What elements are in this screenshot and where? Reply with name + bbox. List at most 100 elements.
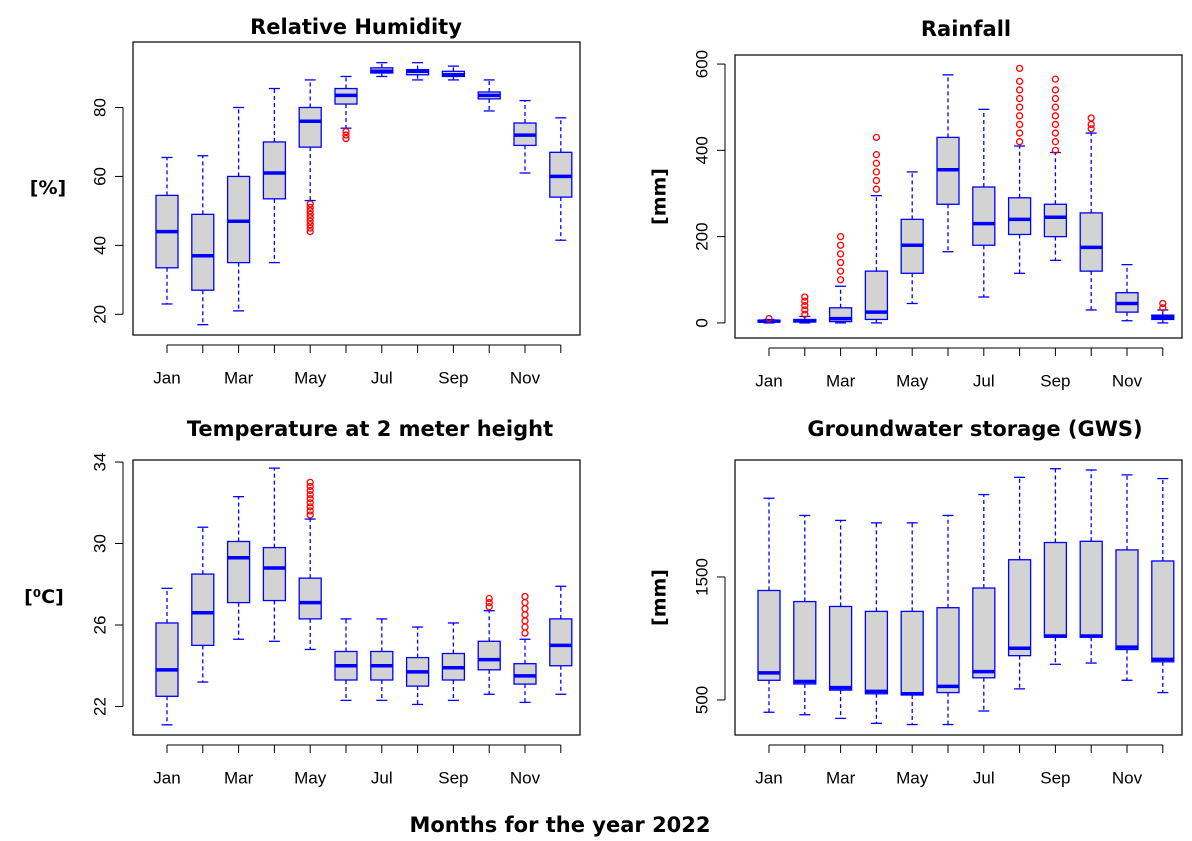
outlier: [306, 227, 314, 236]
outlier: [1087, 125, 1095, 133]
box: [191, 213, 215, 291]
box: [191, 573, 215, 647]
box: [1043, 203, 1068, 238]
y-axis-title: [%]: [30, 177, 66, 199]
outlier: [1051, 120, 1060, 129]
y-axis-title: [⁰C]: [24, 586, 64, 608]
x-tick-label: Nov: [1112, 768, 1143, 787]
outlier: [306, 490, 314, 499]
box: [477, 640, 501, 671]
box: [549, 618, 573, 667]
x-tick-label: Nov: [510, 768, 541, 787]
x-tick-label: Sep: [438, 768, 468, 787]
outlier: [1051, 129, 1060, 137]
outlier: [836, 276, 845, 284]
box: [757, 589, 781, 681]
outlier: [872, 151, 881, 159]
y-tick-label: 40: [90, 236, 109, 255]
chart-title: Temperature at 2 meter height: [187, 417, 553, 441]
outlier: [1015, 86, 1024, 94]
outlier: [1051, 138, 1060, 146]
y-tick-label: 20: [90, 305, 109, 324]
outlier: [836, 250, 845, 258]
outlier: [1051, 112, 1060, 120]
y-tick-label: 26: [90, 616, 109, 635]
chart-title: Groundwater storage (GWS): [807, 417, 1142, 441]
outlier: [306, 207, 314, 215]
box: [262, 546, 287, 602]
outlier: [306, 495, 314, 503]
outlier: [1051, 86, 1060, 94]
outlier: [801, 293, 809, 301]
outlier: [801, 306, 809, 314]
x-tick-label: Jan: [153, 768, 180, 787]
box: [262, 141, 287, 200]
box: [793, 600, 817, 685]
outlier: [1015, 94, 1024, 103]
y-tick-label: 1500: [692, 558, 711, 596]
outlier: [306, 203, 314, 212]
x-tick-label: Jul: [973, 371, 995, 390]
outlier: [306, 217, 314, 225]
box: [936, 607, 960, 694]
box: [828, 605, 853, 691]
outlier: [306, 224, 314, 232]
outlier: [485, 598, 493, 607]
y-axis-title: [mm]: [649, 168, 671, 225]
outlier: [836, 241, 845, 249]
x-tick-label: Jan: [153, 368, 180, 387]
x-tick-label: Jul: [973, 768, 995, 787]
y-axis-title: [mm]: [649, 569, 671, 626]
box: [226, 540, 251, 604]
outlier: [1051, 146, 1060, 154]
outlier: [836, 232, 845, 241]
outlier: [1015, 77, 1024, 85]
x-tick-label: May: [896, 768, 929, 787]
outlier: [306, 214, 314, 222]
x-tick-label: Sep: [1040, 768, 1070, 787]
y-tick-label: 34: [90, 453, 109, 472]
outlier: [836, 258, 845, 267]
outlier: [1051, 94, 1060, 103]
y-tick-label: 30: [90, 534, 109, 553]
outlier: [872, 168, 881, 176]
outlier: [521, 617, 529, 625]
x-tick-label: Mar: [826, 768, 856, 787]
x-tick-label: May: [294, 768, 327, 787]
outlier: [1015, 112, 1024, 120]
outlier: [1015, 64, 1024, 73]
outlier: [306, 210, 314, 219]
x-tick-label: Jan: [755, 768, 782, 787]
outlier: [342, 134, 350, 143]
plot-frame: [734, 54, 1183, 339]
outlier: [801, 301, 809, 310]
x-tick-label: Mar: [826, 371, 856, 390]
plot-frame: [734, 459, 1183, 736]
outlier: [765, 314, 773, 323]
x-tick-label: Jul: [371, 768, 393, 787]
chart-title: Relative Humidity: [250, 15, 462, 39]
outlier: [342, 131, 350, 139]
x-tick-label: Nov: [1112, 371, 1143, 390]
y-tick-label: 60: [90, 167, 109, 186]
outlier: [306, 486, 314, 495]
outlier: [836, 267, 845, 275]
outlier: [306, 200, 314, 208]
outlier: [1015, 138, 1024, 146]
box: [864, 610, 889, 695]
plot-frame: [132, 41, 581, 336]
outlier: [485, 603, 493, 611]
x-tick-label: Nov: [510, 368, 541, 387]
outlier: [1015, 129, 1024, 137]
outlier: [872, 159, 881, 167]
box: [972, 587, 996, 679]
box: [513, 663, 537, 685]
plot-frame: [132, 459, 581, 736]
outlier: [1015, 103, 1024, 111]
outlier: [1051, 103, 1060, 111]
outlier: [521, 623, 529, 631]
outlier: [306, 221, 314, 229]
box: [1043, 541, 1068, 638]
outlier: [872, 176, 881, 185]
